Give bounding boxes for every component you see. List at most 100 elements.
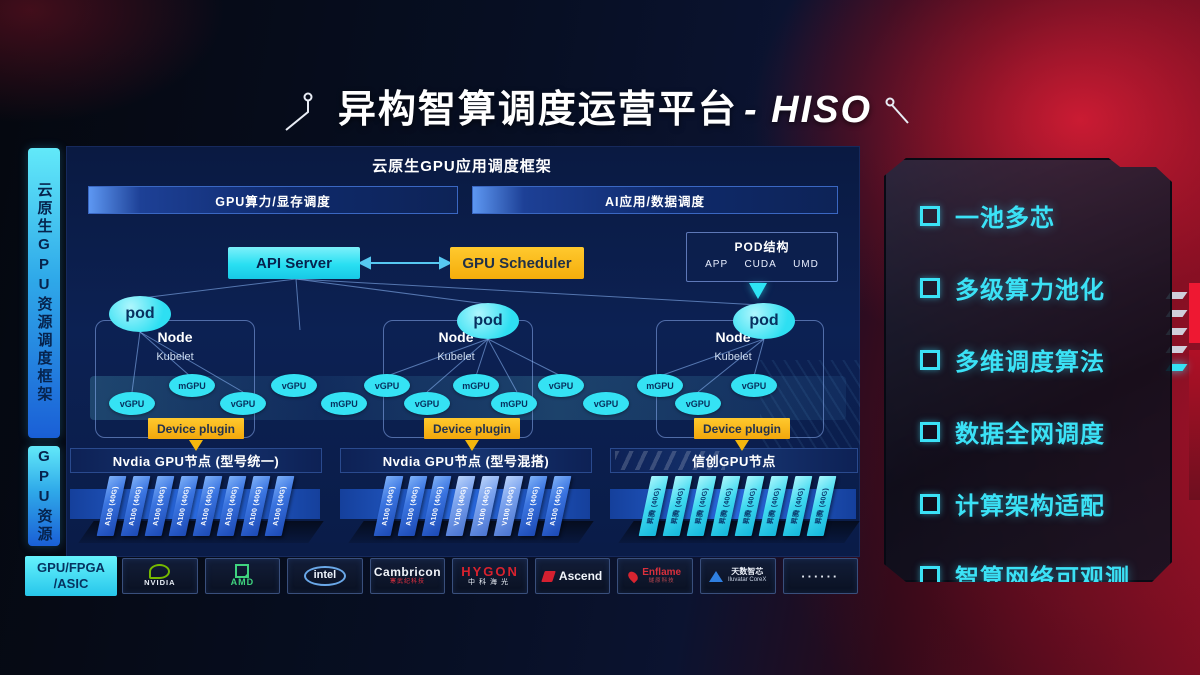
vendor-name: NVIDIA: [144, 578, 176, 588]
diagonal-streaks-decoration: [760, 360, 860, 455]
vendor-name: HYGON: [461, 564, 519, 579]
vendor-tile-hygon: HYGON 中科海光: [452, 558, 528, 594]
vendor-tile-amd: AMD: [204, 558, 281, 594]
pod-col-cuda: CUDA: [744, 259, 777, 270]
vendor-logo-row: NVIDIA AMD intel Cambricon 寒武纪科技 HYGON 中…: [122, 558, 859, 594]
feature-item: 计算架构适配: [920, 486, 1130, 521]
intel-logo-icon: intel: [303, 566, 347, 586]
vendor-name: Cambricon: [373, 565, 442, 580]
vendor-tile-enflame: Enflame 燧原科技: [617, 558, 693, 594]
pod-col-app: APP: [705, 259, 729, 270]
kubelet-label-1: Kubelet: [156, 351, 194, 363]
square-bullet-icon: [920, 422, 940, 442]
framework-header: 云原生GPU应用调度框架: [372, 157, 552, 175]
device-plugin-arrow-icon: [465, 440, 479, 451]
pod-ellipse-1: pod: [109, 296, 171, 332]
gpu-ellipse: vGPU: [675, 392, 721, 415]
device-plugin-1: Device plugin: [148, 418, 244, 439]
vendor-subname: 燧原科技: [648, 578, 675, 585]
gpu-ellipse: vGPU: [731, 374, 777, 397]
device-plugin-arrow-icon: [735, 440, 749, 451]
title-en: - HISO: [743, 89, 873, 131]
gpu-ellipse: mGPU: [169, 374, 215, 397]
vendor-subname: 寒武纪科技: [389, 579, 425, 586]
gpu-ellipse: vGPU: [220, 392, 266, 415]
gpu-ellipse: mGPU: [491, 392, 537, 415]
vendor-name: AMD: [230, 577, 255, 588]
category-line1: GPU/FPGA: [37, 559, 105, 575]
red-edge-strip: [1189, 283, 1200, 343]
sidebar-label-cloud-native-framework: 云原生GPU资源调度框架: [28, 148, 60, 438]
bar-ai-data-scheduling: AI应用/数据调度: [472, 186, 838, 214]
feature-list: 一池多芯 多级算力池化 多维调度算法 数据全网调度 计算架构适配 智算网络可观测: [920, 198, 1130, 630]
vendor-tile-ascend: Ascend: [534, 558, 611, 594]
feature-label: 数据全网调度: [955, 421, 1105, 448]
vendor-tile-more: ······: [782, 558, 859, 594]
gpu-node-header-mixed: Nvdia GPU节点 (型号混搭): [340, 448, 592, 473]
feature-item: 智算网络可观测: [920, 558, 1130, 593]
feature-label: 一池多芯: [955, 205, 1055, 232]
feature-item: 数据全网调度: [920, 414, 1130, 449]
kubelet-label-3: Kubelet: [714, 351, 752, 363]
gpu-ellipse: mGPU: [453, 374, 499, 397]
gpu-ellipse: mGPU: [321, 392, 367, 415]
enflame-logo-icon: [626, 569, 640, 583]
more-vendors-dots: ······: [801, 568, 840, 584]
device-plugin-arrow-icon: [189, 440, 203, 451]
vendor-tile-nvidia: NVIDIA: [122, 558, 198, 594]
sidebar-label-gpu-resources: GPU资源: [28, 446, 60, 546]
pod-structure-box: POD结构 APP CUDA UMD: [686, 232, 838, 282]
square-bullet-icon: [920, 278, 940, 298]
vendor-tile-cambricon: Cambricon 寒武纪科技: [369, 558, 446, 594]
red-edge-strip: [1189, 350, 1200, 500]
gpu-ellipse: mGPU: [637, 374, 683, 397]
nvidia-logo-icon: [149, 564, 171, 580]
page-title: 异构智算调度运营平台 - HISO: [0, 78, 1200, 133]
pod-structure-title: POD结构: [734, 240, 790, 254]
gpu-node-header-uniform: Nvdia GPU节点 (型号统一): [70, 448, 322, 473]
api-server-box: API Server: [228, 247, 360, 279]
vendor-subname: Iluvatar CoreX: [728, 577, 767, 584]
gpu-ellipse: vGPU: [538, 374, 584, 397]
gpu-ellipse: vGPU: [109, 392, 155, 415]
device-plugin-2: Device plugin: [424, 418, 520, 439]
title-zh: 异构智算调度运营平台: [337, 89, 738, 131]
square-bullet-icon: [920, 494, 940, 514]
circuit-deco-right-icon: [885, 97, 909, 124]
bar-gpu-compute-scheduling: GPU算力/显存调度: [88, 186, 458, 214]
amd-logo-icon: [235, 564, 250, 579]
square-bullet-icon: [920, 206, 940, 226]
device-plugin-3: Device plugin: [694, 418, 790, 439]
iluvatar-logo-icon: [709, 570, 724, 582]
square-bullet-icon: [920, 350, 940, 370]
gpu-ellipse: vGPU: [364, 374, 410, 397]
gpu-ellipse: vGPU: [404, 392, 450, 415]
category-gpu-fpga-asic: GPU/FPGA /ASIC: [25, 556, 117, 596]
gpu-node-header-label: Nvdia GPU节点 (型号统一): [112, 454, 280, 469]
feature-label: 多维调度算法: [955, 349, 1105, 376]
vendor-name: Enflame: [642, 567, 682, 579]
pod-ellipse-3: pod: [733, 303, 795, 339]
feature-panel: 一池多芯 多级算力池化 多维调度算法 数据全网调度 计算架构适配 智算网络可观测: [884, 158, 1172, 582]
hatch-decoration: [615, 451, 725, 470]
pod-ellipse-2: pod: [457, 303, 519, 339]
gpu-ellipse: vGPU: [271, 374, 317, 397]
gpu-ellipse: vGPU: [583, 392, 629, 415]
feature-label: 智算网络可观测: [955, 565, 1130, 592]
gpu-node-header-label: Nvdia GPU节点 (型号混搭): [382, 454, 550, 469]
vendor-tile-intel: intel: [287, 558, 363, 594]
feature-item: 一池多芯: [920, 198, 1130, 233]
vendor-name: Ascend: [558, 569, 603, 583]
feature-label: 多级算力池化: [955, 277, 1105, 304]
ascend-logo-icon: [541, 570, 556, 582]
circuit-deco-left-icon: [285, 92, 313, 131]
feature-item: 多级算力池化: [920, 270, 1130, 305]
gpu-node-header-label: 信创GPU节点: [692, 454, 776, 469]
feature-item: 多维调度算法: [920, 342, 1130, 377]
vendor-subname: 中科海光: [468, 579, 513, 587]
kubelet-label-2: Kubelet: [437, 351, 475, 363]
vendor-name: 天数智芯: [731, 567, 764, 577]
vendor-tile-iluvatar: 天数智芯 Iluvatar CoreX: [699, 558, 776, 594]
gpu-scheduler-box: GPU Scheduler: [450, 247, 584, 279]
